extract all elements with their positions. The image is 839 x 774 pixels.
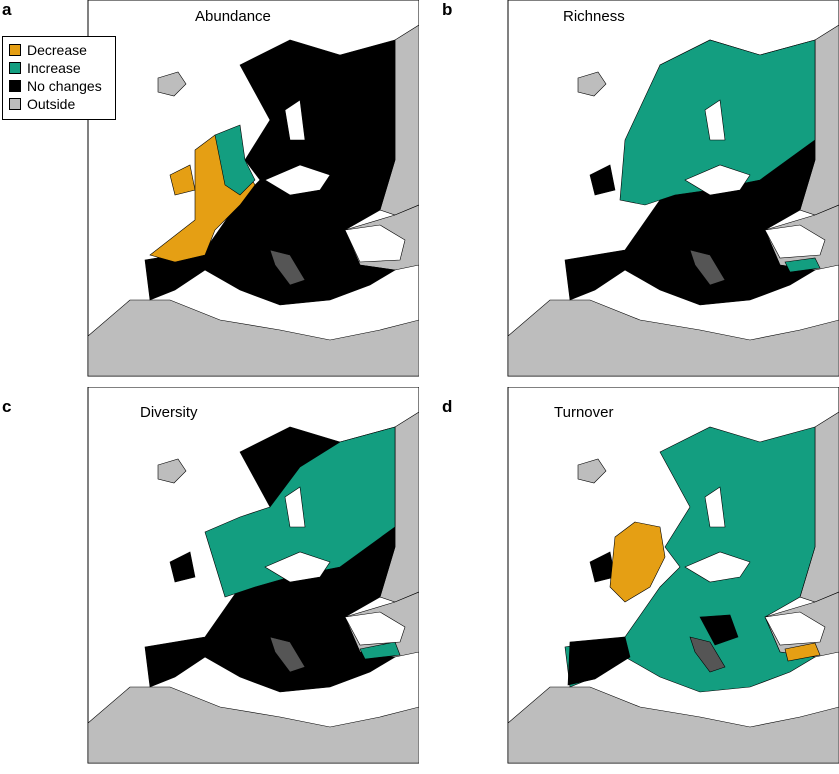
swatch-outside — [9, 98, 21, 110]
bothnian-gulf — [284, 486, 306, 528]
legend-label: Decrease — [27, 42, 87, 58]
panel-b: b Richness — [420, 0, 839, 387]
iceland — [157, 71, 187, 97]
alps-mountains — [689, 249, 726, 286]
alps-mountains — [269, 249, 306, 286]
bothnian-gulf — [284, 99, 306, 141]
map-abundance — [87, 0, 419, 377]
north-africa-outside — [87, 299, 419, 377]
europe-mainland — [564, 426, 816, 693]
map-diversity — [87, 387, 419, 764]
black-sea — [344, 224, 406, 263]
swatch-no-changes — [9, 80, 21, 92]
panel-letter: d — [442, 397, 453, 416]
panel-letter: c — [2, 397, 12, 416]
panel-letter: b — [442, 0, 453, 19]
swatch-increase — [9, 62, 21, 74]
north-africa-outside — [87, 686, 419, 764]
alps-mountains — [689, 636, 726, 673]
bothnian-gulf — [704, 486, 726, 528]
panel-a: a Abundance Decrease Increase No changes… — [0, 0, 419, 387]
british-isles — [589, 164, 616, 196]
north-africa-outside — [507, 686, 839, 764]
bothnian-gulf — [704, 99, 726, 141]
legend-item-increase: Increase — [9, 59, 81, 77]
legend-item-decrease: Decrease — [9, 41, 87, 59]
panel-title: Diversity — [140, 404, 198, 421]
black-sea — [344, 611, 406, 646]
carpathian-region — [699, 614, 739, 646]
panel-letter: a — [2, 0, 12, 19]
panel-d: d Turnover — [420, 387, 839, 774]
legend-label: Increase — [27, 60, 81, 76]
legend-item-outside: Outside — [9, 95, 75, 113]
black-sea-coast-region — [359, 641, 401, 660]
black-sea — [764, 224, 826, 259]
baltic-sea — [684, 551, 751, 583]
iceland — [157, 458, 187, 484]
baltic-sea — [264, 164, 331, 196]
swatch-decrease — [9, 44, 21, 56]
norway-denmark-region — [214, 124, 256, 196]
british-isles — [169, 551, 196, 583]
panel-title: Abundance — [195, 8, 271, 25]
legend-label: No changes — [27, 78, 102, 94]
panel-c: c Diversity — [0, 387, 419, 774]
iceland — [577, 458, 607, 484]
legend-item-no-changes: No changes — [9, 77, 102, 95]
legend-label: Outside — [27, 96, 76, 112]
iberia-region — [567, 636, 631, 686]
alps-mountains — [269, 636, 306, 673]
map-richness — [507, 0, 839, 377]
baltic-sea — [264, 551, 331, 583]
norway-decrease-region — [609, 521, 666, 603]
baltic-sea — [684, 164, 751, 196]
black-sea — [764, 611, 826, 646]
black-sea-coast-region — [784, 257, 821, 273]
panel-title: Richness — [563, 8, 625, 25]
iceland — [577, 71, 607, 97]
legend: Decrease Increase No changes Outside — [2, 36, 116, 120]
north-africa-outside — [507, 299, 839, 377]
panel-title: Turnover — [554, 404, 614, 421]
turkey-decrease-region — [784, 642, 821, 662]
map-turnover — [507, 387, 839, 764]
